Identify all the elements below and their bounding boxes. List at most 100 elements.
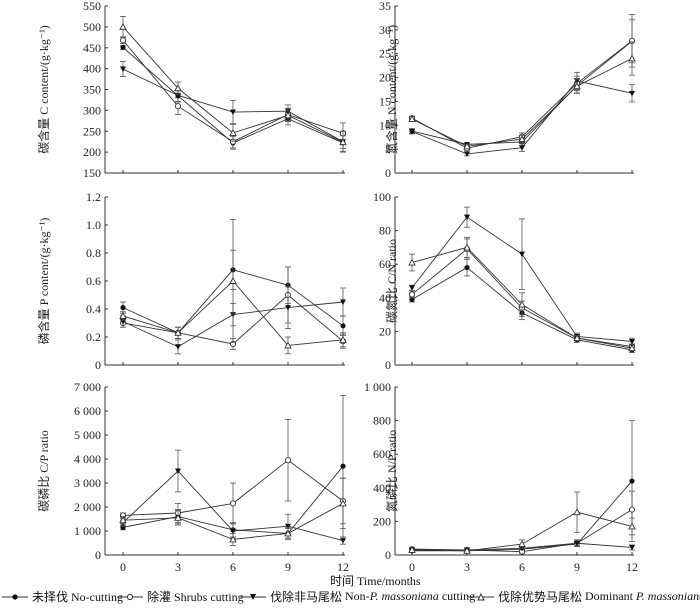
y-tick-label: 100 bbox=[373, 190, 391, 204]
legend-item-shrubs-cutting: 除灌 Shrubs cutting bbox=[117, 588, 244, 605]
y-tick-label: 200 bbox=[373, 514, 391, 528]
x-tick-label: 9 bbox=[285, 560, 291, 574]
series-dom bbox=[119, 218, 347, 355]
y-tick-label: 2 000 bbox=[74, 500, 101, 514]
y-tick-label: 0 bbox=[95, 358, 101, 372]
x-tick-label: 12 bbox=[626, 560, 638, 574]
data-point bbox=[518, 540, 526, 548]
panel-cp: 0 1 000 2 000 3 000 4 000 5 000 6 000 7 000 0 3 6 9… bbox=[36, 380, 349, 574]
y-tick-label: 550 bbox=[83, 0, 101, 13]
y-axis-label: 氮磷比 N/P ratio bbox=[384, 430, 399, 512]
x-tick-label: 3 bbox=[175, 560, 181, 574]
x-tick-label: 3 bbox=[464, 560, 470, 574]
series-no bbox=[409, 19, 635, 147]
series-shrub bbox=[119, 418, 347, 525]
legend-item-non-p-massoniana-cutting: 伐除非马尾松 Non- P. massoniana cutting bbox=[240, 588, 475, 605]
data-point bbox=[339, 138, 347, 146]
y-tick-label: 5 000 bbox=[74, 428, 101, 442]
legend-label-cn: 伐除非马尾松 bbox=[270, 590, 343, 604]
y-tick-label: 1.0 bbox=[86, 218, 101, 232]
data-point bbox=[175, 344, 181, 350]
y-tick-label: 800 bbox=[373, 414, 391, 428]
x-tick-label: 6 bbox=[230, 560, 236, 574]
x-tick-label: 0 bbox=[120, 560, 126, 574]
series-no bbox=[409, 420, 635, 554]
data-point bbox=[463, 142, 471, 150]
data-point bbox=[120, 305, 126, 311]
data-point bbox=[174, 103, 182, 110]
x-axis-label: 时间 Time/months bbox=[330, 574, 421, 588]
data-point bbox=[628, 506, 636, 513]
data-point bbox=[119, 516, 127, 524]
y-tick-label: 10 bbox=[379, 118, 391, 132]
data-point bbox=[464, 264, 470, 271]
y-axis-label: 碳磷比 C/P ratio bbox=[36, 430, 51, 512]
legend-label-en-post: cutting bbox=[438, 589, 476, 603]
data-point bbox=[119, 22, 127, 30]
data-point bbox=[518, 300, 526, 308]
y-tick-label: 20 bbox=[379, 71, 391, 85]
data-point bbox=[119, 312, 127, 319]
series-dom bbox=[408, 41, 636, 150]
data-point bbox=[174, 84, 182, 92]
y-axis-label: 磷含量 P content/(g·kg⁻¹) bbox=[36, 218, 51, 345]
data-point bbox=[573, 508, 581, 516]
data-point bbox=[573, 334, 581, 342]
data-point bbox=[229, 128, 237, 136]
y-tick-label: 0 bbox=[385, 358, 391, 372]
y-tick-label: 300 bbox=[83, 103, 101, 117]
data-point bbox=[629, 90, 635, 97]
series-dom bbox=[119, 16, 347, 149]
y-tick-label: 400 bbox=[83, 62, 101, 76]
y-tick-label: 30 bbox=[379, 23, 391, 37]
data-point bbox=[284, 457, 292, 464]
data-point bbox=[408, 291, 416, 298]
y-tick-label: 7 000 bbox=[74, 380, 101, 394]
data-point bbox=[629, 338, 635, 345]
legend-label: 未择伐 No-cutting bbox=[32, 590, 123, 604]
data-point bbox=[629, 544, 635, 551]
y-axis-label: 碳含量 C content/(g·kg⁻¹) bbox=[36, 25, 51, 154]
legend-label-en-pre: Non- bbox=[345, 589, 370, 603]
series-shrub bbox=[408, 14, 636, 152]
y-tick-label: 6 000 bbox=[74, 404, 101, 418]
data-point bbox=[120, 44, 126, 50]
legend: 未择伐 No-cutting 除灌 Shrubs cutting 伐除非马尾松 … bbox=[0, 588, 700, 606]
y-tick-label: 1 000 bbox=[74, 524, 101, 538]
data-point bbox=[229, 500, 237, 507]
y-axis-label: 氮含量 N content/(g·kg⁻¹) bbox=[384, 25, 399, 154]
panel-cn: 0 20 40 60 80 100 碳氮比 C/N ratio bbox=[373, 190, 636, 372]
y-tick-label: 1 000 bbox=[364, 380, 391, 394]
panel-n: 0 5 10 15 20 25 30 35 氮含量 N content/(g·kg⁻¹) bbox=[379, 0, 636, 180]
legend-label-en-italic: P. massoniana bbox=[369, 589, 439, 603]
data-point bbox=[229, 535, 237, 543]
legend-label-cn: 伐除优势马尾松 bbox=[498, 590, 583, 604]
data-point bbox=[229, 277, 237, 284]
series-line bbox=[411, 40, 633, 145]
y-tick-label: 500 bbox=[83, 20, 101, 34]
data-point bbox=[285, 305, 291, 311]
y-tick-label: 400 bbox=[373, 481, 391, 495]
data-point bbox=[119, 37, 127, 44]
data-point bbox=[628, 522, 636, 530]
legend-item-dominant-p-massoniana-cutting: 伐除优势马尾松 Dominant P. massoniana cutting bbox=[468, 588, 700, 605]
x-tick-label: 6 bbox=[519, 560, 525, 574]
data-point bbox=[408, 258, 416, 266]
legend-item-no-cutting: 未择伐 No-cutting bbox=[2, 588, 123, 605]
x-tick-label: 12 bbox=[337, 560, 349, 574]
series-nonp bbox=[120, 449, 346, 545]
y-tick-label: 60 bbox=[379, 257, 391, 271]
data-point bbox=[120, 66, 126, 73]
legend-label: 除灌 Shrubs cutting bbox=[147, 590, 244, 604]
data-point bbox=[519, 145, 525, 151]
open-circle-marker-icon bbox=[117, 593, 143, 600]
y-tick-label: 25 bbox=[379, 47, 391, 61]
x-tick-label: 0 bbox=[409, 560, 415, 574]
data-point bbox=[284, 341, 292, 349]
y-tick-label: 0.4 bbox=[86, 302, 101, 316]
data-point bbox=[408, 546, 416, 553]
y-tick-label: 200 bbox=[83, 145, 101, 159]
y-tick-label: 0.6 bbox=[86, 274, 101, 288]
y-tick-label: 40 bbox=[379, 291, 391, 305]
